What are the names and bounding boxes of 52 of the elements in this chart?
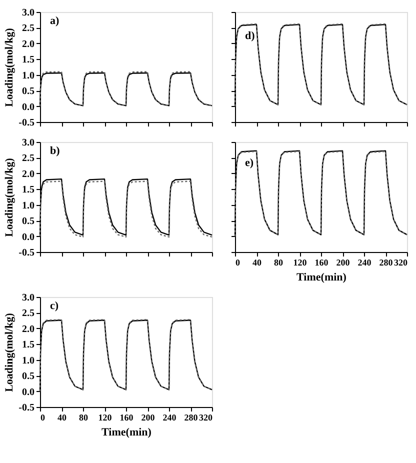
y-tick-label: 1.5 xyxy=(22,340,34,351)
x-tick-label: 240 xyxy=(162,412,177,422)
x-tick-label: 40 xyxy=(58,412,67,422)
x-tick-label: 120 xyxy=(293,258,308,268)
y-tick-label: 0.0 xyxy=(22,102,34,113)
x-axis-title: Time(min) xyxy=(102,426,152,438)
annotation: c) xyxy=(50,300,59,312)
y-tick-label: 3.0 xyxy=(22,8,34,18)
x-tick-label: 240 xyxy=(358,258,372,268)
x-tick-label: 280 xyxy=(379,258,394,268)
x-tick-label: 160 xyxy=(314,258,329,268)
y-tick-label: 1.0 xyxy=(22,355,34,366)
y-tick-label: 2.5 xyxy=(22,308,34,320)
y-tick-label: 2.0 xyxy=(22,168,34,180)
y-tick-label: 1.5 xyxy=(22,54,34,66)
y-tick-label: 1.0 xyxy=(22,70,34,82)
y-tick-label: 3.0 xyxy=(22,138,34,148)
y-tick-label: 2.5 xyxy=(22,23,34,34)
y-tick-label: 0.5 xyxy=(22,371,34,382)
x-tick-label: 200 xyxy=(141,412,156,422)
y-axis-title: Loading(mol/kg) xyxy=(4,312,16,392)
y-tick-label: 2.0 xyxy=(22,38,34,50)
y-tick-label: 3.0 xyxy=(22,292,34,304)
x-tick-label: 40 xyxy=(252,258,262,268)
y-tick-label: 0.5 xyxy=(22,216,34,228)
y-tick-label: 0.0 xyxy=(22,232,34,243)
y-axis-title: Loading(mol/kg) xyxy=(4,28,16,107)
y-tick-label: 1.0 xyxy=(22,200,34,212)
y-tick-label: 0.5 xyxy=(22,86,34,98)
x-tick-label: 160 xyxy=(120,412,134,422)
annotation: a) xyxy=(50,15,60,27)
y-tick-label: 0.0 xyxy=(22,386,34,398)
x-tick-label: 80 xyxy=(79,412,88,422)
x-tick-label: 320 xyxy=(394,258,408,268)
x-axis-title: Time(min) xyxy=(296,272,347,284)
x-tick-label: 0 xyxy=(236,258,240,268)
y-tick-label: 1.5 xyxy=(22,184,34,196)
y-tick-label: 2.5 xyxy=(22,153,34,164)
x-tick-label: 80 xyxy=(274,258,284,268)
y-tick-label: 2.0 xyxy=(22,324,34,335)
x-tick-label: 320 xyxy=(199,412,213,422)
x-tick-label: 280 xyxy=(184,412,198,422)
y-tick-label: -0.5 xyxy=(18,118,34,128)
annotation: d) xyxy=(245,30,256,42)
x-tick-label: 120 xyxy=(98,412,112,422)
annotation: e) xyxy=(245,156,254,169)
x-tick-label: 200 xyxy=(336,258,350,268)
annotation: b) xyxy=(50,145,60,157)
y-axis-title: Loading(mol/kg) xyxy=(4,158,16,237)
y-tick-label: -0.5 xyxy=(18,248,34,258)
x-tick-label: 0 xyxy=(40,412,46,422)
y-tick-label: -0.5 xyxy=(18,402,34,414)
